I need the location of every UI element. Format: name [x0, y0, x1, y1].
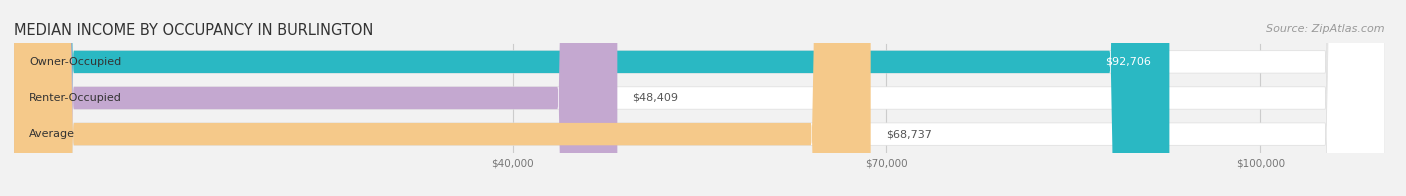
FancyBboxPatch shape — [14, 0, 1170, 196]
Text: Source: ZipAtlas.com: Source: ZipAtlas.com — [1267, 24, 1385, 34]
Text: MEDIAN INCOME BY OCCUPANCY IN BURLINGTON: MEDIAN INCOME BY OCCUPANCY IN BURLINGTON — [14, 23, 374, 38]
Text: Average: Average — [30, 129, 75, 139]
Text: Owner-Occupied: Owner-Occupied — [30, 57, 121, 67]
FancyBboxPatch shape — [14, 0, 1385, 196]
FancyBboxPatch shape — [14, 0, 870, 196]
Text: $68,737: $68,737 — [886, 129, 932, 139]
FancyBboxPatch shape — [14, 0, 617, 196]
Text: $92,706: $92,706 — [1105, 57, 1150, 67]
Text: $48,409: $48,409 — [633, 93, 678, 103]
FancyBboxPatch shape — [14, 0, 1385, 196]
FancyBboxPatch shape — [14, 0, 1385, 196]
Text: Renter-Occupied: Renter-Occupied — [30, 93, 122, 103]
